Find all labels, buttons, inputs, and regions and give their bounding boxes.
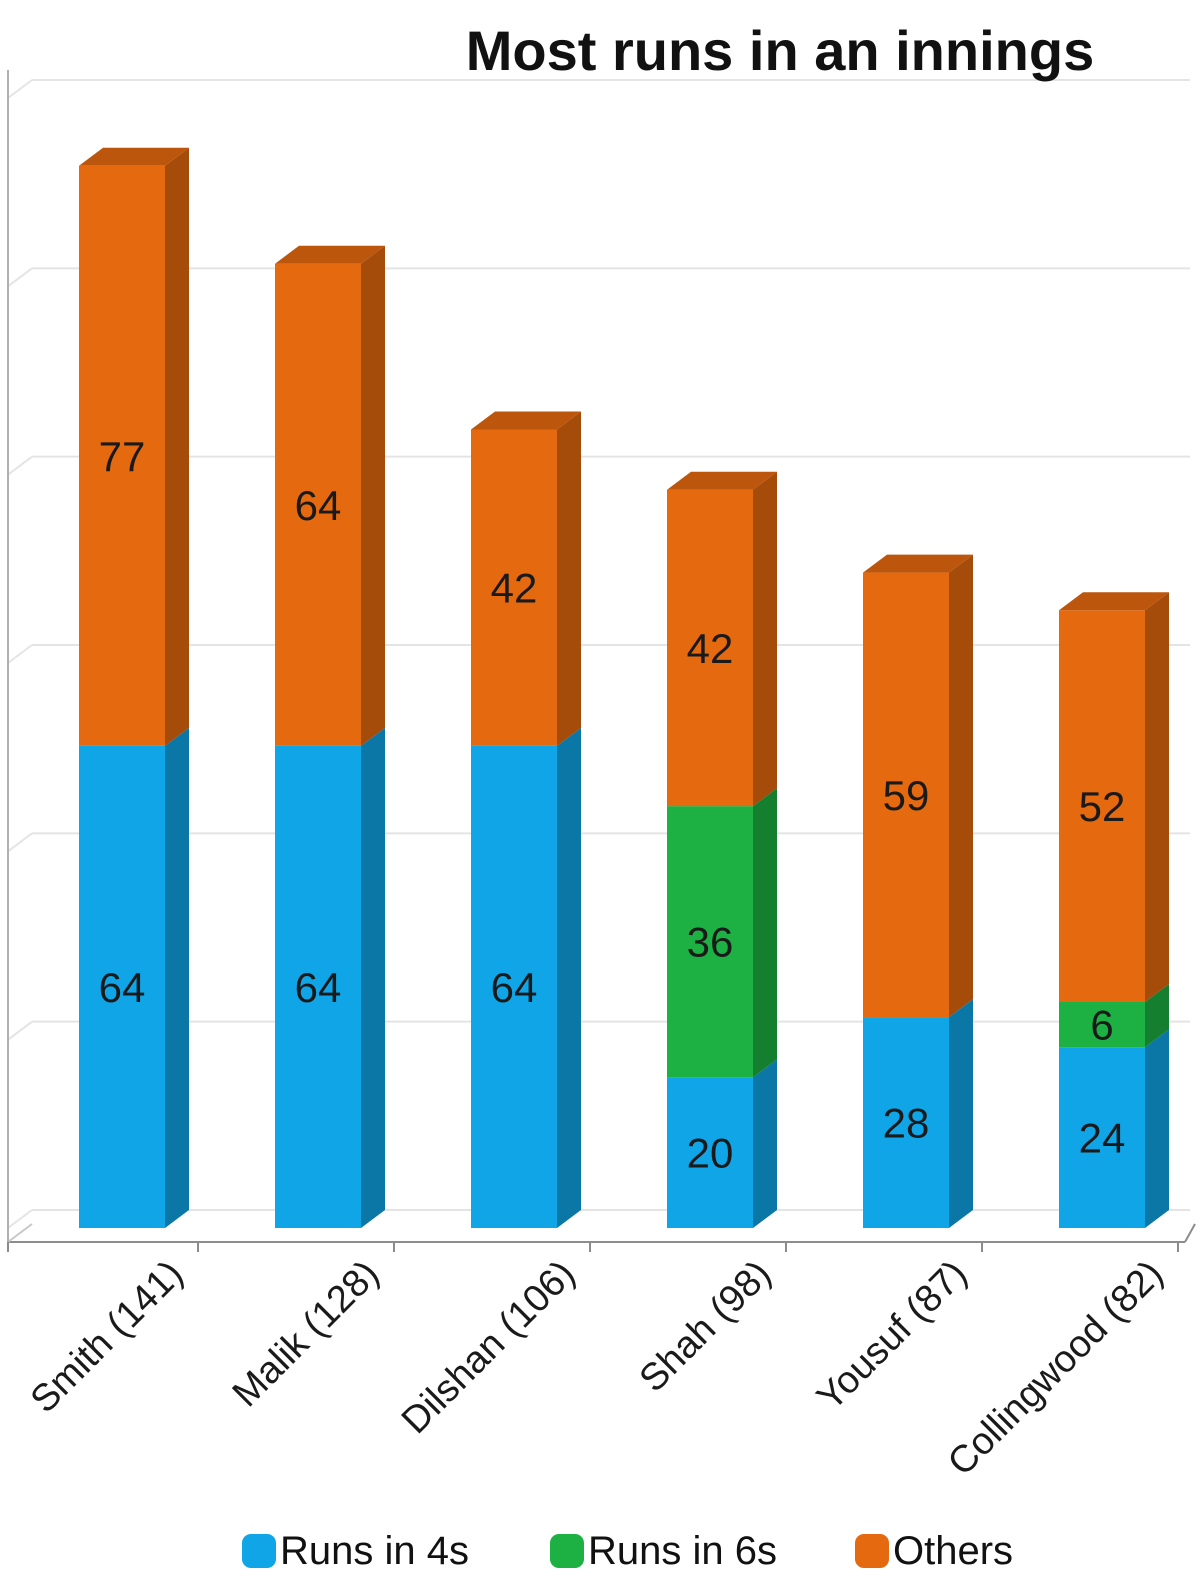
bar-top-others [275,245,385,264]
bar-side-others [753,471,777,807]
bar-top-others [79,147,189,166]
bar-side-runs-in-4s [557,727,581,1228]
gridline-side [7,79,33,99]
x-axis-depth-right [1184,1223,1196,1243]
bar-side-runs-in-4s [361,727,385,1228]
bar-runs-in-6s [1059,1002,1145,1048]
bar-side-runs-in-4s [753,1059,777,1228]
data-label-runs-in-4s: 24 [1079,1115,1126,1162]
legend-item-runs-in-6s: Runs in 6s [550,1526,777,1576]
bar-side-runs-in-4s [1145,1029,1169,1228]
data-label-others: 42 [687,625,734,672]
bar-side-others [361,245,385,746]
gridline-side [7,1020,33,1041]
data-label-runs-in-4s: 64 [295,964,342,1011]
x-tick-label: Malik (128) [225,1253,388,1416]
gridline-side [7,832,33,853]
bar-others [275,263,361,746]
bar-runs-in-4s [79,745,165,1228]
legend-label-runs-in-6s: Runs in 6s [588,1528,777,1573]
bar-side-others [557,411,581,746]
bar-top-others [1059,592,1169,611]
gridline-side [7,455,33,476]
bar-runs-in-4s [275,745,361,1228]
bar-others [667,489,753,807]
data-label-others: 59 [883,772,930,819]
bar-runs-in-4s [863,1017,949,1228]
legend-label-others: Others [893,1528,1014,1573]
x-tick-label: Smith (141) [23,1253,192,1422]
data-label-runs-in-6s: 6 [1090,1002,1113,1049]
bar-others [863,572,949,1018]
x-tick-label: Shah (98) [632,1253,780,1401]
data-label-runs-in-4s: 28 [883,1100,930,1147]
bar-runs-in-4s [667,1077,753,1228]
gridline-side [7,267,33,288]
chart-plot: 64 77 Smith (141) 64 64 Malik (128) 64 42 Dilsha… [7,70,1196,1484]
bar-runs-in-4s [1059,1047,1145,1228]
legend-item-others: Others [855,1526,1013,1576]
legend-item-runs-in-4s: Runs in 4s [242,1526,469,1576]
data-label-runs-in-4s: 20 [687,1130,734,1177]
bar-runs-in-4s [471,745,557,1228]
x-tick-label: Dilshan (106) [394,1253,584,1443]
bar-runs-in-6s [667,806,753,1078]
chart-title: Most runs in an innings [465,19,1095,82]
bar-top-others [471,411,581,430]
x-tick-label: Yousuf (87) [809,1253,975,1419]
data-label-runs-in-4s: 64 [491,964,538,1011]
bar-side-others [1145,592,1169,1002]
bar-top-others [667,471,777,490]
gridline-side [7,1209,33,1229]
bar-side-others [165,147,189,746]
bar-others [79,165,165,746]
bar-side-runs-in-4s [949,999,973,1228]
x-tick-label: Collingwood (82) [940,1253,1171,1484]
bar-others [1059,610,1145,1002]
bar-others [471,429,557,746]
data-label-others: 64 [295,482,342,529]
data-label-others: 77 [99,433,146,480]
data-label-runs-in-4s: 64 [99,964,146,1011]
x-axis-depth-left [7,1223,33,1243]
data-label-others: 42 [491,565,538,612]
bar-side-others [949,554,973,1018]
legend-swatch-runs-in-4s [242,1534,276,1568]
data-label-runs-in-6s: 36 [687,919,734,966]
gridline-side [7,644,33,664]
bar-side-runs-in-4s [165,727,189,1228]
data-label-others: 52 [1079,783,1126,830]
legend: Runs in 4s Runs in 6s Others [0,1526,1200,1579]
bar-side-runs-in-6s [1145,984,1169,1048]
legend-label-runs-in-4s: Runs in 4s [280,1528,469,1573]
bar-side-runs-in-6s [753,788,777,1078]
bar-top-others [863,554,973,573]
legend-swatch-runs-in-6s [550,1534,584,1568]
legend-swatch-others [855,1534,889,1568]
